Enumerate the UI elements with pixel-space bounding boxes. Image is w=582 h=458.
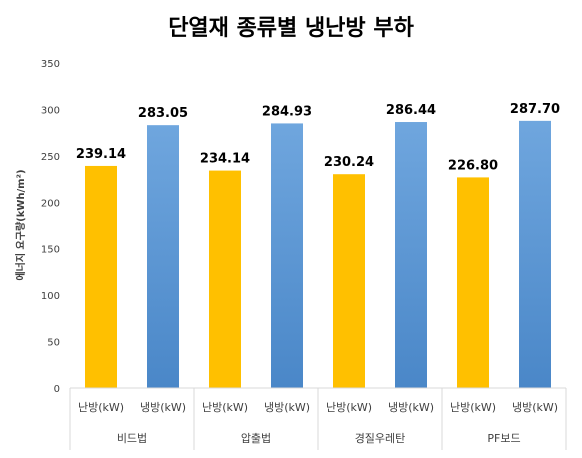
bar xyxy=(333,174,365,388)
y-tick-label: 200 xyxy=(41,198,60,209)
group-label: 압출법 xyxy=(241,432,271,445)
y-axis-ticks: 0 50 100 150 200 250 300 350 xyxy=(41,59,60,395)
bars xyxy=(85,120,551,389)
x-tick-label: 냉방(kW) xyxy=(264,401,310,414)
bar xyxy=(457,177,489,388)
y-tick-label: 350 xyxy=(41,59,60,70)
x-tick-label: 난방(kW) xyxy=(326,401,372,414)
data-label: 287.70 xyxy=(510,102,560,117)
chart-title: 단열재 종류별 냉난방 부하 xyxy=(168,16,414,41)
y-tick-label: 300 xyxy=(41,105,60,116)
group-label: PF보드 xyxy=(487,432,520,445)
x-tick-label: 냉방(kW) xyxy=(140,401,186,414)
data-label: 226.80 xyxy=(448,158,498,173)
y-tick-label: 0 xyxy=(54,384,60,395)
data-label: 283.05 xyxy=(138,106,188,121)
x-tick-label: 난방(kW) xyxy=(78,401,124,414)
x-axis: 난방(kW) 냉방(kW) 비드법 난방(kW) 냉방(kW) 압출법 난방(kW) 냉방(k… xyxy=(69,387,567,450)
group-label: 비드법 xyxy=(117,432,147,445)
y-tick-label: 50 xyxy=(47,338,60,349)
bar xyxy=(519,120,551,388)
group-label: 경질우레탄 xyxy=(355,432,406,445)
x-tick-label: 난방(kW) xyxy=(202,401,248,414)
bar xyxy=(209,170,241,388)
x-tick-label: 난방(kW) xyxy=(450,401,496,414)
x-tick-label: 냉방(kW) xyxy=(512,401,558,414)
y-tick-label: 150 xyxy=(41,245,60,256)
data-labels: 239.14 234.14 230.24 226.80 283.05 284.93 286.… xyxy=(76,102,560,174)
data-label: 230.24 xyxy=(324,155,374,170)
data-label: 286.44 xyxy=(386,103,436,118)
data-label: 284.93 xyxy=(262,104,312,119)
data-label: 234.14 xyxy=(200,152,250,167)
bar xyxy=(271,123,303,388)
bar xyxy=(85,165,117,388)
bar xyxy=(147,125,179,389)
x-tick-label: 냉방(kW) xyxy=(388,401,434,414)
bar xyxy=(395,122,427,389)
y-tick-label: 250 xyxy=(41,152,60,163)
y-axis-label: 에너지 요구량(kWh/m²) xyxy=(14,169,27,280)
y-tick-label: 100 xyxy=(41,291,60,302)
data-label: 239.14 xyxy=(76,147,126,162)
